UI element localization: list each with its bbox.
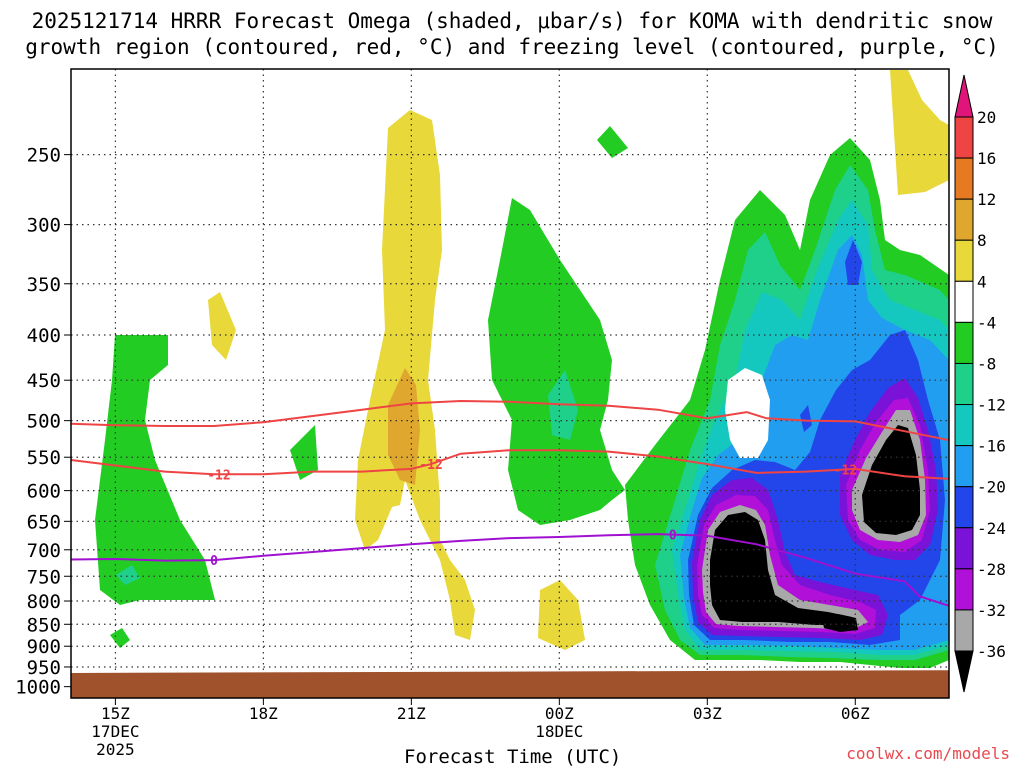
contour-label: -12 [207,468,230,483]
colorbar-bin [954,445,974,488]
x-tick-label: 03Z [693,704,722,723]
omega-region-black [710,512,852,625]
omega-region-teal [116,565,140,585]
contour-line [71,449,949,480]
x-axis-label: Forecast Time (UTC) [404,746,622,768]
y-tick-label: 500 [27,411,61,433]
colorbar-tick-label: -12 [977,396,1006,415]
omega-shading [95,70,949,668]
y-axis: 2503003504004505005506006507007508008509… [15,145,71,699]
colorbar-tick-label: -16 [977,437,1006,456]
omega-region-orange [388,368,420,485]
omega-region-green [488,198,625,525]
y-tick-label: 400 [27,325,61,347]
omega-region-green [110,628,130,648]
contour-label: 0 [669,529,677,544]
colorbar-tick-label: -32 [977,601,1006,620]
colorbar-tick-label: -4 [977,313,996,332]
colorbar-tick-label: -36 [977,642,1006,661]
contour-label: -12 [419,458,442,473]
omega-region-black [822,614,858,632]
omega-region-green [290,425,318,480]
terrain-surface [71,670,949,698]
chart-title-line1: 2025121714 HRRR Forecast Omega (shaded, … [31,9,993,33]
y-tick-label: 1000 [15,677,61,699]
colorbar-tick-label: 16 [977,149,996,168]
x-tick-label: 00Z [545,704,574,723]
colorbar-tick-label: 12 [977,190,996,209]
y-tick-label: 850 [27,614,61,636]
contour-label: 0 [210,554,218,569]
colorbar-bin [954,198,974,241]
y-tick-label: 250 [27,145,61,167]
y-tick-label: 800 [27,591,61,613]
colorbar-bin [954,321,974,364]
colorbar-bin [954,74,974,118]
plot-frame [70,68,950,699]
y-tick-label: 550 [27,447,61,469]
contours: -12 -12 -12 0 0 [71,399,949,607]
y-tick-label: 300 [27,215,61,237]
omega-region-black [862,425,920,535]
colorbar-bin [954,116,974,159]
x-tick-date: 17DEC [91,722,139,741]
colorbar-tick-label: 4 [977,272,987,291]
colorbar-tick-label: 20 [977,108,996,127]
x-tick-label: 21Z [397,704,426,723]
y-tick-label: 350 [27,274,61,296]
colorbar-tick-label: -20 [977,478,1006,497]
y-tick-label: 650 [27,511,61,533]
credit-text[interactable]: coolwx.com/models [846,744,1010,763]
omega-region-blue [845,240,862,285]
colorbar-bin [954,280,974,323]
x-tick-label: 15Z [101,704,130,723]
y-tick-label: 750 [27,566,61,588]
terrain [71,670,949,698]
colorbar-bin [954,527,974,570]
omega-region-yellow [538,580,585,650]
colorbar-bin [954,568,974,611]
colorbar-tick-label: -24 [977,519,1006,538]
chart-title-line2: growth region (contoured, red, °C) and f… [25,35,999,59]
omega-region-yellow [890,70,949,195]
colorbar-bin [954,486,974,529]
contour-label: -12 [834,463,857,478]
colorbar-bin [954,404,974,447]
colorbar-bin [954,239,974,282]
omega-region-blue [800,405,812,432]
colorbar-bin [954,650,974,693]
y-tick-label: 450 [27,370,61,392]
colorbar-bin [954,157,974,200]
omega-region-green [597,126,628,158]
x-tick-label: 06Z [841,704,870,723]
y-tick-label: 950 [27,657,61,679]
y-tick-label: 700 [27,540,61,562]
contour-line [71,533,949,607]
colorbar-tick-label: 8 [977,231,987,250]
colorbar-tick-label: -28 [977,560,1006,579]
y-tick-label: 900 [27,636,61,658]
colorbar-bin [954,362,974,406]
y-tick-label: 600 [27,481,61,503]
contour-line [71,399,949,442]
x-tick-label: 18Z [249,704,278,723]
omega-region-yellow [208,292,236,360]
colorbar-tick-label: -8 [977,354,996,373]
colorbar-bin [954,609,974,652]
omega-region-yellow [355,110,475,640]
colorbar: 20 16 12 8 4 -4 -8 -12 -16 -20 -24 -28 -32 -36 [954,74,1006,693]
x-tick-year: 2025 [96,740,135,759]
x-tick-date: 18DEC [535,722,583,741]
